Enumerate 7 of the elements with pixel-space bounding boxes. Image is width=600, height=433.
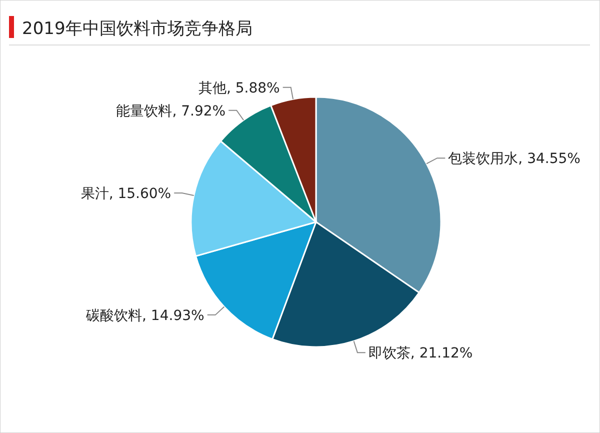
slice-label: 包装饮用水, 34.55% [448,151,580,168]
slice-label: 其他, 5.88% [198,80,280,96]
chart-title: 2019年中国饮料市场竞争格局 [22,19,252,39]
slice-label: 即饮茶, 21.12% [368,346,473,362]
slice-label: 果汁, 15.60% [80,186,172,202]
slice-label: 碳酸饮料, 14.93% [85,308,204,324]
slice-label: 能量饮料, 7.92% [116,103,226,120]
